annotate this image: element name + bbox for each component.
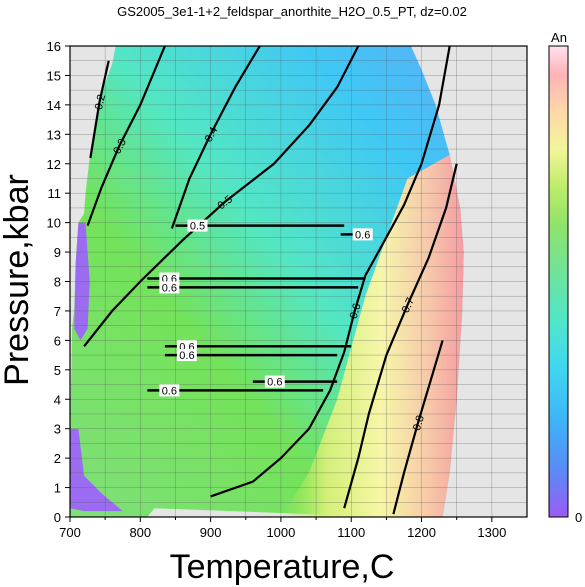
- x-tick-label: 1000: [266, 525, 295, 540]
- y-axis-label: Pressure,kbar: [0, 174, 36, 386]
- field-low-region-2: [70, 428, 123, 512]
- y-tick-label: 5: [54, 363, 61, 378]
- contour-line-0.6: [210, 46, 451, 498]
- contour-line-0.2: [89, 60, 110, 159]
- y-tick-label: 3: [54, 422, 61, 437]
- contour-label: 0.8: [411, 414, 427, 432]
- plateau-label: 0.6: [162, 282, 177, 294]
- y-tick-label: 10: [47, 216, 61, 231]
- colorbar-label: An: [551, 30, 567, 45]
- plateau-label-box: [159, 281, 180, 294]
- plateau-label-box: [176, 349, 197, 362]
- y-tick-label: 0: [54, 510, 61, 525]
- plot-area: 0.20.30.40.50.6 0.70.80.60.60.60.60.60.60…: [69, 45, 528, 518]
- y-tick-label: 15: [47, 68, 61, 83]
- x-tick-label: 800: [129, 525, 151, 540]
- y-tick-label: 11: [48, 186, 62, 201]
- plateau-label: 0.6: [267, 377, 282, 389]
- contour-line-0.3: [86, 46, 166, 226]
- y-tick-label: 4: [54, 392, 61, 407]
- y-tick-label: 13: [47, 127, 61, 142]
- y-tick-label: 2: [54, 451, 61, 466]
- contour-line-0.5: [83, 46, 360, 347]
- y-tick-label: 14: [47, 98, 61, 113]
- x-axis: 700 800 900 1000 1100 1200 1300: [59, 517, 506, 540]
- contour-label: 0.6: [348, 302, 364, 320]
- plateau-label-box: [352, 228, 373, 241]
- plateau-label: 0.6: [355, 229, 370, 241]
- contour-line-0.4: [170, 46, 261, 229]
- contour-line-0.7: [343, 163, 458, 509]
- y-tick-label: 7: [54, 304, 61, 319]
- contour-label: 0.7: [400, 296, 417, 315]
- plateau-label: 0.6: [179, 350, 194, 362]
- y-tick-label: 12: [47, 157, 61, 172]
- plateau-label: 0.5: [190, 221, 205, 233]
- plateau-label-box: [187, 219, 208, 232]
- colorbar-gradient: [548, 45, 569, 518]
- x-tick-label: 1200: [407, 525, 436, 540]
- plateau-label-box: [264, 375, 285, 388]
- y-tick-label: 6: [54, 333, 61, 348]
- x-axis-label: Temperature,C: [170, 548, 395, 586]
- plateau-label: 0.6: [162, 385, 177, 397]
- plateau-label-box: [159, 384, 180, 397]
- x-tick-label: 1300: [477, 525, 506, 540]
- colorbar: An 0: [548, 30, 582, 525]
- colorbar-min-label: 0: [575, 510, 582, 525]
- x-tick-label: 1100: [337, 525, 365, 540]
- y-tick-label: 16: [47, 39, 61, 54]
- contour-label: 0.2: [93, 93, 108, 111]
- contour-line-0.8: [392, 340, 444, 515]
- contours: 0.20.30.40.50.6 0.70.80.60.60.60.60.60.60…: [83, 46, 458, 515]
- y-tick-label: 9: [54, 245, 61, 260]
- y-tick-label: 1: [54, 481, 61, 496]
- x-tick-label: 700: [59, 525, 81, 540]
- chart-title: GS2005_3e1-1+2_feldspar_anorthite_H2O_0.…: [117, 4, 467, 19]
- x-tick-label: 900: [200, 525, 222, 540]
- y-tick-label: 8: [54, 275, 61, 290]
